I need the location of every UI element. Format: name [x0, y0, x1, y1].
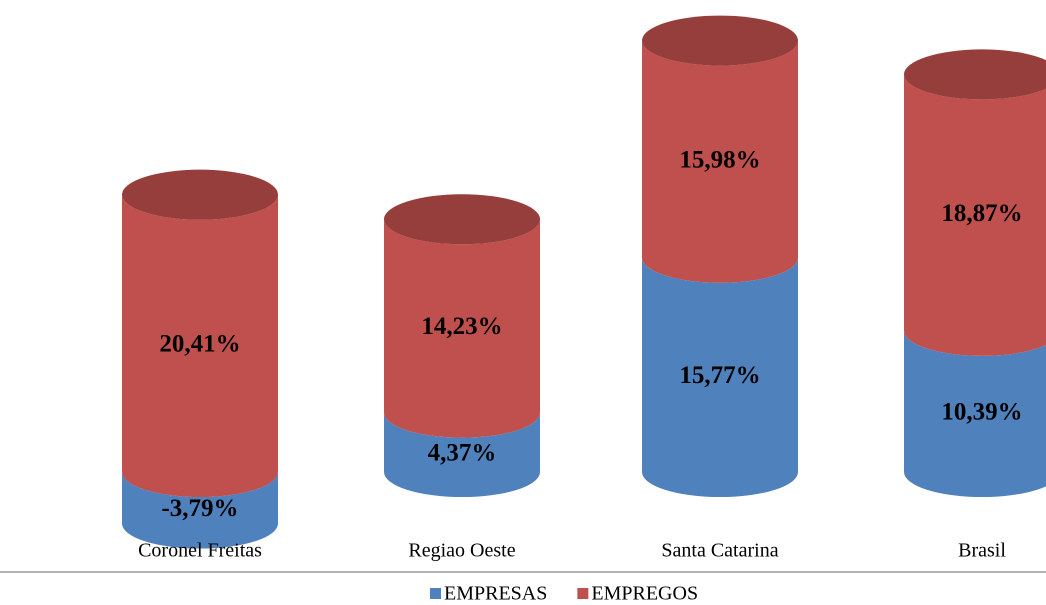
value-label: -3,79%	[161, 495, 238, 522]
cylinder-segment	[384, 412, 540, 498]
x-tick-label: Santa Catarina	[661, 540, 778, 562]
x-tick-label: Brasil	[958, 540, 1006, 562]
legend-swatch	[430, 588, 441, 599]
cylinder-segment	[384, 219, 540, 438]
value-label: 15,77%	[679, 362, 760, 389]
cylinder-top	[642, 15, 798, 66]
cylinder-top	[384, 194, 540, 245]
value-label: 10,39%	[941, 399, 1022, 426]
cylinder-top	[122, 169, 278, 220]
cylinder-segment	[904, 330, 1046, 498]
legend-swatch	[577, 588, 589, 599]
cylinder-segment	[904, 74, 1046, 356]
cylinder-segment	[642, 257, 798, 498]
value-label: 20,41%	[159, 331, 240, 358]
x-tick-label: Coronel Freitas	[138, 540, 262, 562]
value-label: 14,23%	[421, 313, 502, 340]
cylinder-top-shade	[384, 194, 540, 245]
value-label: 18,87%	[941, 200, 1022, 227]
cylinder-segment	[122, 194, 278, 498]
legend-label: EMPRESAS	[444, 583, 547, 605]
x-tick-label: Regiao Oeste	[408, 540, 515, 562]
cylinder-top-shade	[642, 15, 798, 66]
cylinder-segment	[122, 472, 278, 549]
value-label: 15,98%	[679, 146, 760, 173]
legend-label: EMPREGOS	[591, 583, 698, 605]
cylinder-top-shade	[904, 49, 1046, 100]
cylinder-top	[904, 49, 1046, 100]
cylinder-top-shade	[122, 169, 278, 220]
value-label: 4,37%	[428, 440, 497, 467]
cylinder-segment	[642, 40, 798, 283]
